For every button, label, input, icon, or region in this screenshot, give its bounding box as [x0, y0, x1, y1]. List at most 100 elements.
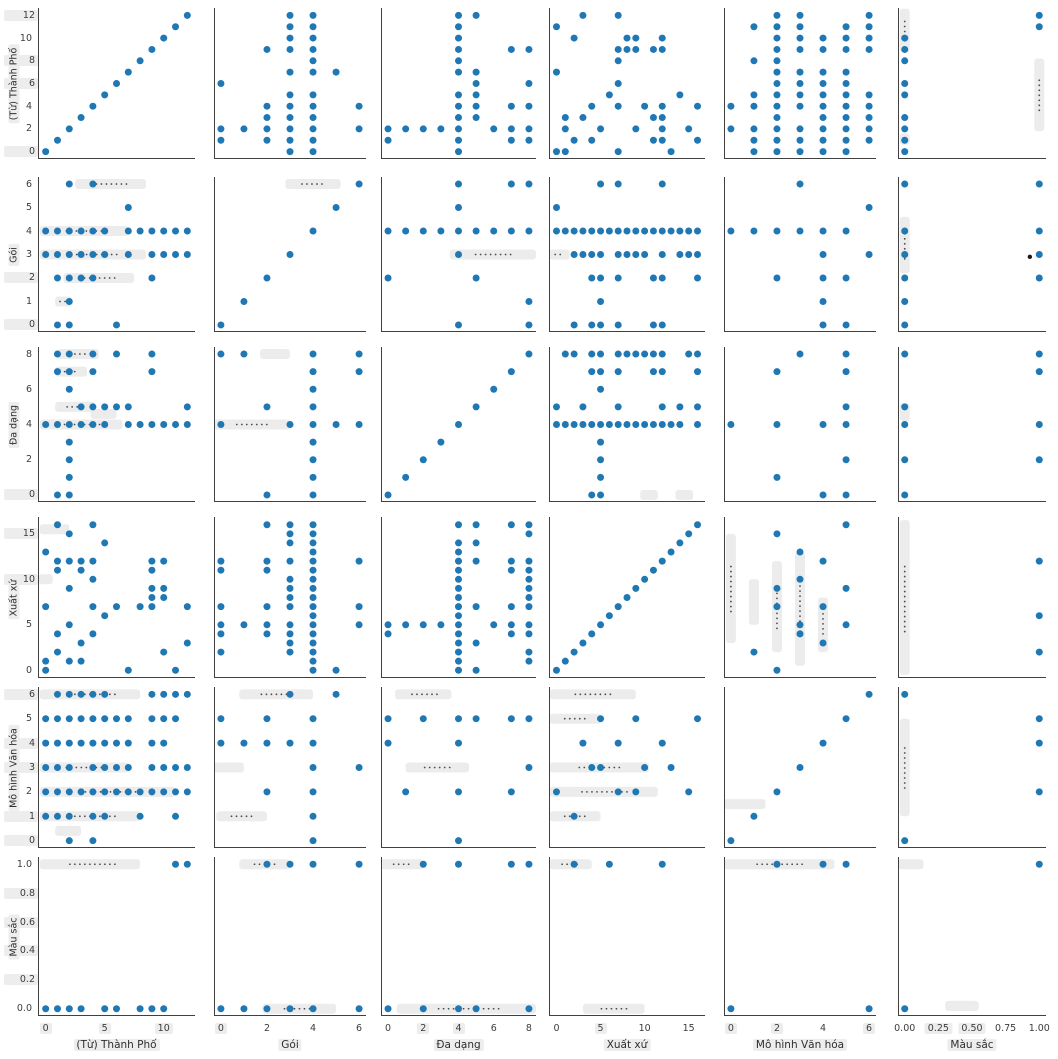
data-point — [160, 788, 168, 796]
data-point — [658, 321, 666, 329]
data-point — [217, 125, 225, 133]
data-point — [597, 473, 605, 481]
data-point — [750, 812, 758, 820]
smudge-band — [285, 179, 341, 190]
data-point — [53, 788, 61, 796]
data-point — [101, 251, 109, 258]
data-point — [796, 80, 804, 87]
data-point — [632, 350, 640, 358]
data-point — [53, 566, 61, 574]
data-point — [286, 530, 294, 538]
data-point — [773, 102, 781, 110]
smudge-band — [260, 349, 290, 360]
data-point — [172, 788, 180, 796]
data-point — [570, 812, 578, 820]
data-point — [148, 566, 156, 574]
data-point — [172, 690, 180, 698]
data-point — [402, 788, 410, 796]
data-point — [101, 421, 109, 428]
x-tick-goi: 0 — [214, 1023, 227, 1034]
data-point — [455, 23, 462, 31]
data-point — [124, 739, 132, 747]
data-point — [842, 227, 850, 235]
data-point — [148, 603, 156, 611]
data-point — [472, 539, 480, 547]
scatter-cell-da-dang-vs-da-dang — [381, 347, 536, 502]
data-point — [89, 715, 97, 723]
smudge-band — [214, 762, 244, 773]
data-point — [614, 739, 622, 747]
x-tick-xuat-xu: 10 — [638, 1023, 651, 1034]
data-point — [694, 136, 702, 144]
data-point — [455, 521, 462, 529]
scatter-cell-mo-hinh-vs-mo-hinh — [724, 687, 876, 848]
data-point — [1035, 23, 1043, 31]
data-point — [658, 739, 666, 747]
data-point — [597, 125, 605, 133]
data-point — [901, 456, 909, 464]
data-point — [355, 421, 363, 428]
data-point — [65, 621, 73, 629]
data-point — [332, 421, 340, 428]
data-point — [263, 45, 271, 53]
data-point — [525, 621, 533, 629]
data-point — [42, 548, 50, 556]
y-tick-goi: 1 — [25, 295, 32, 307]
y-tick-mo-hinh: 2 — [25, 786, 32, 798]
y-tick-xuat-xu: 10 — [4, 573, 38, 585]
y-axis-label-thanh-pho: (Từ) Thành Phố — [8, 44, 20, 123]
data-point — [901, 837, 909, 845]
y-axis-label-mo-hinh: Mô hình Văn hóa — [8, 724, 20, 811]
data-point — [667, 764, 675, 771]
y-tick-mo-hinh: 4 — [4, 737, 38, 749]
data-point — [597, 715, 605, 723]
data-point — [597, 456, 605, 464]
smudge-band — [90, 408, 117, 419]
data-point — [842, 23, 850, 31]
data-point — [507, 788, 515, 796]
data-point — [685, 251, 693, 258]
data-point — [309, 575, 317, 583]
data-point — [53, 1005, 61, 1013]
data-point — [796, 575, 804, 583]
data-point — [605, 227, 613, 235]
data-point — [597, 251, 605, 258]
data-point — [309, 491, 317, 499]
data-point — [727, 421, 735, 428]
data-point — [455, 114, 462, 122]
data-point — [101, 764, 109, 771]
data-point — [579, 639, 587, 647]
data-point — [384, 739, 392, 747]
data-point — [507, 45, 515, 53]
data-point — [77, 715, 85, 723]
data-point — [865, 136, 873, 144]
data-point — [1035, 648, 1043, 656]
y-tick-thanh-pho: 2 — [25, 123, 32, 135]
data-point — [402, 125, 410, 133]
data-point — [263, 621, 271, 629]
data-point — [614, 251, 622, 258]
x-tick-mo-hinh: 2 — [770, 1023, 783, 1034]
data-point — [309, 1005, 317, 1013]
data-point — [89, 603, 97, 611]
data-point — [842, 456, 850, 464]
data-point — [901, 251, 909, 258]
data-point — [42, 788, 50, 796]
data-point — [865, 125, 873, 133]
smudge-band — [449, 249, 536, 260]
data-point — [614, 80, 622, 87]
data-point — [901, 180, 909, 188]
data-point — [124, 204, 132, 212]
data-point — [773, 136, 781, 144]
data-point — [750, 91, 758, 99]
data-point — [148, 788, 156, 796]
data-point — [525, 102, 533, 110]
data-point — [667, 148, 675, 156]
data-point — [455, 11, 462, 19]
data-point — [694, 251, 702, 258]
data-point — [42, 227, 50, 235]
data-point — [309, 45, 317, 53]
data-point — [685, 227, 693, 235]
data-point — [597, 764, 605, 771]
data-point — [160, 739, 168, 747]
